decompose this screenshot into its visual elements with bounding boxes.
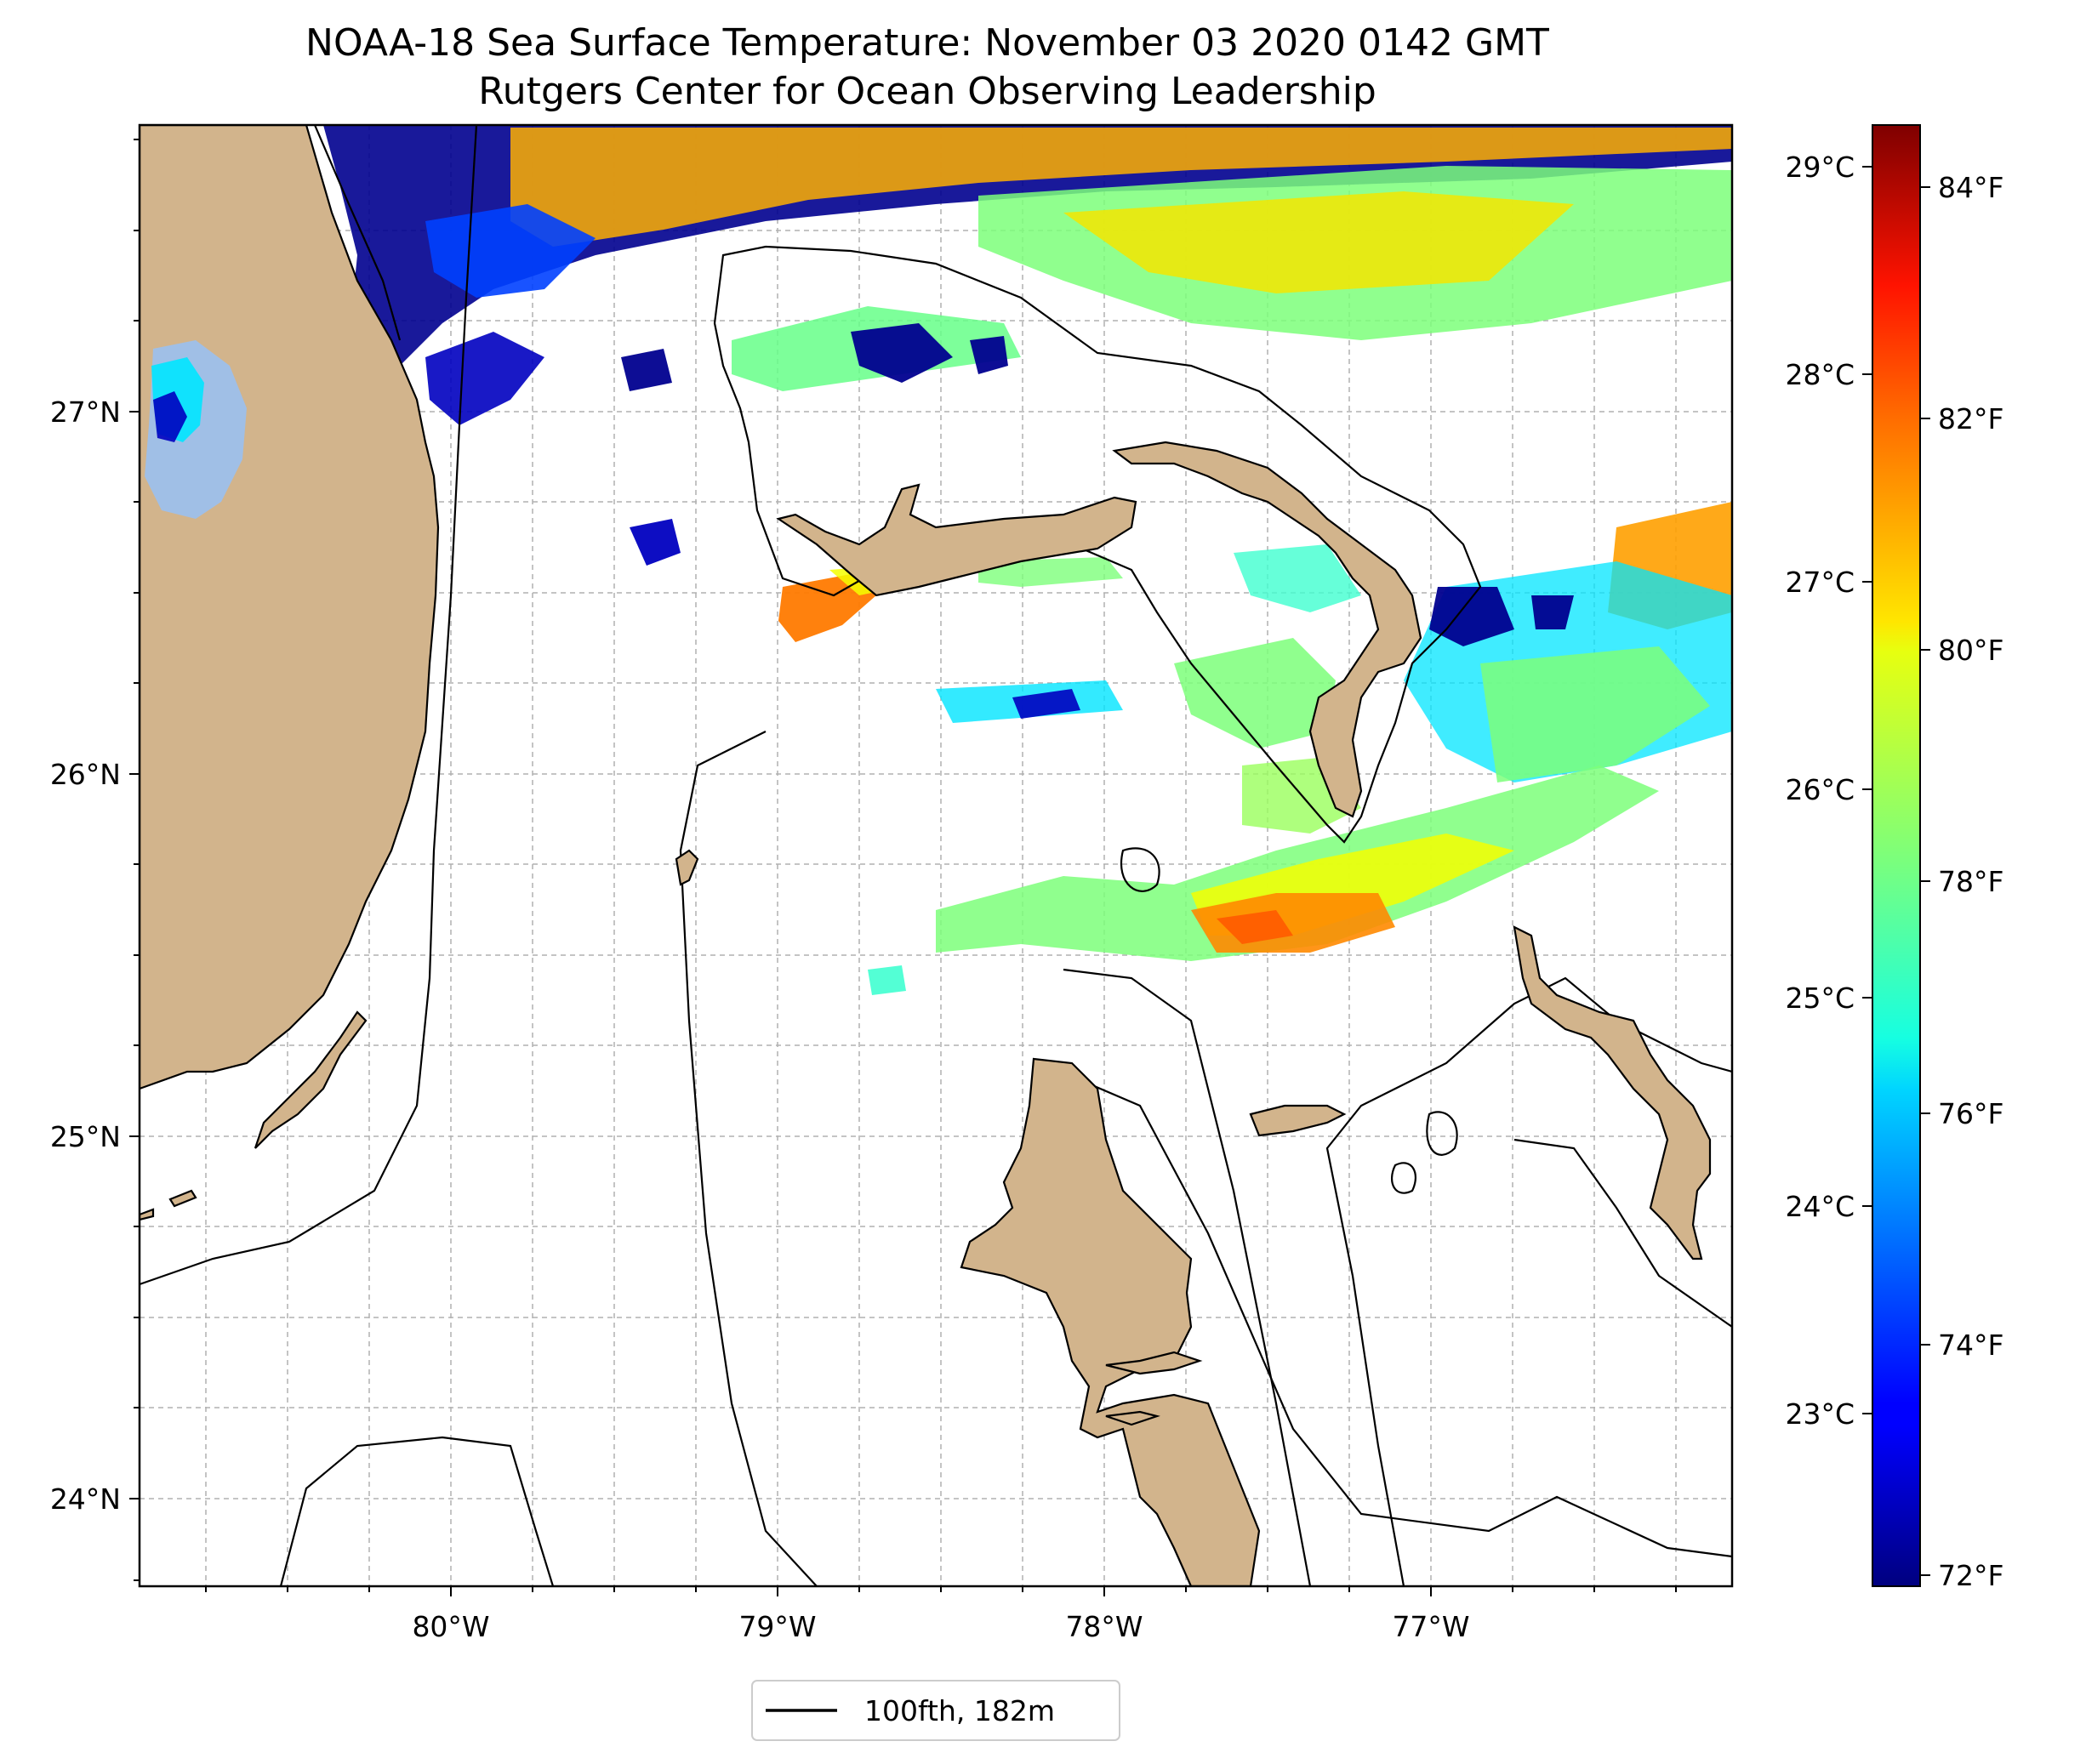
lon-label-79w: 79°W xyxy=(738,1610,816,1643)
sst-patch-south-red xyxy=(1217,910,1293,944)
contour-small-loop xyxy=(1426,1111,1458,1156)
lon-ticks xyxy=(205,1586,1677,1596)
coast-offshore-line xyxy=(313,125,402,341)
contour-exuma xyxy=(1513,1138,1732,1328)
celsius-tick-29: 29°C xyxy=(1785,151,1855,184)
eleuthera xyxy=(1513,925,1712,1260)
contour-great-bahama-bank-east xyxy=(1063,968,1312,1586)
new-providence xyxy=(1249,1104,1347,1137)
legend: 100fth, 182m xyxy=(751,1680,1120,1741)
contour-great-bahama-bank-west xyxy=(679,731,818,1586)
fahrenheit-tick-76: 76°F xyxy=(1938,1097,2003,1130)
lat-label-27n: 27°N xyxy=(50,395,121,429)
map-frame xyxy=(138,123,1734,1588)
lat-ticks xyxy=(129,139,140,1581)
sst-patch-blue-mid xyxy=(630,519,681,566)
celsius-tick-24: 24°C xyxy=(1785,1190,1855,1223)
lake-sst-blue xyxy=(153,391,187,442)
map-panel: 27°N 26°N 25°N 24°N 80°W 79°W 78°W 77°W xyxy=(50,123,1734,1643)
contour-bimini-loop xyxy=(1120,847,1160,892)
colorbar-celsius-ticks xyxy=(1862,166,1872,1414)
celsius-tick-26: 26°C xyxy=(1785,773,1855,806)
lon-label-80w: 80°W xyxy=(412,1610,489,1643)
great-abaco xyxy=(1112,441,1422,818)
andros-island xyxy=(960,1057,1261,1586)
fahrenheit-tick-82: 82°F xyxy=(1938,402,2003,435)
grand-bahama xyxy=(776,483,1137,597)
celsius-tick-27: 27°C xyxy=(1785,566,1855,599)
sst-patch-abaco-cyan xyxy=(1234,544,1361,612)
contour-florida-keys xyxy=(279,1436,555,1586)
florida-keys xyxy=(254,1010,368,1149)
legend-box xyxy=(751,1680,1120,1741)
legend-entry-label: 100fth, 182m xyxy=(864,1694,1055,1727)
colorbar: 29°C 28°C 27°C 26°C 25°C 24°C 23°C 84°F … xyxy=(1785,124,2003,1592)
sst-patch-east-navy xyxy=(1429,587,1574,646)
bathymetry-contours xyxy=(140,125,1732,1586)
contour-little-bahama-bank xyxy=(713,245,1482,844)
lon-label-78w: 78°W xyxy=(1065,1610,1143,1643)
fahrenheit-tick-74: 74°F xyxy=(1938,1329,2003,1362)
lon-label-77w: 77°W xyxy=(1392,1610,1469,1643)
fahrenheit-tick-72: 72°F xyxy=(1938,1559,2003,1592)
sst-patch-north-yellow xyxy=(1063,191,1574,293)
celsius-tick-28: 28°C xyxy=(1785,358,1855,391)
contour-andros-east xyxy=(1080,1078,1732,1558)
lat-label-25n: 25°N xyxy=(50,1120,121,1153)
contour-florida-east xyxy=(140,125,478,1286)
colorbar-fahrenheit-ticks xyxy=(1920,186,1930,1576)
sst-data-layer xyxy=(323,125,1732,995)
lat-label-24n: 24°N xyxy=(50,1482,121,1516)
sst-patch-east-green xyxy=(1480,646,1710,782)
sst-patch-south-cyan xyxy=(868,965,906,995)
lat-label-26n: 26°N xyxy=(50,758,121,791)
small-key-west xyxy=(140,1189,197,1221)
contour-tongue-of-ocean xyxy=(1325,976,1732,1586)
sst-patch-mid-navy xyxy=(1012,689,1080,719)
fahrenheit-tick-78: 78°F xyxy=(1938,865,2003,898)
colorbar-gradient xyxy=(1872,124,1921,1587)
chart-title: NOAA-18 Sea Surface Temperature: Novembe… xyxy=(305,21,1549,65)
fahrenheit-tick-80: 80°F xyxy=(1938,634,2003,667)
chart-subtitle: Rutgers Center for Ocean Observing Leade… xyxy=(478,70,1376,113)
sst-patch-green-strip xyxy=(978,557,1123,587)
sst-patch-navy-spots xyxy=(621,323,1008,391)
contour-small-loop2 xyxy=(1391,1162,1416,1194)
sst-patch-abaco-green xyxy=(1174,638,1336,748)
bimini-islands xyxy=(675,849,699,886)
sst-patch-south-green xyxy=(936,765,1659,961)
sst-patch-north-warm xyxy=(510,128,1732,247)
sst-patch-orange-tongue xyxy=(778,574,876,642)
celsius-tick-25: 25°C xyxy=(1785,982,1855,1015)
celsius-tick-23: 23°C xyxy=(1785,1397,1855,1431)
fahrenheit-tick-84: 84°F xyxy=(1938,171,2003,204)
sst-patch-nw-blue xyxy=(425,332,544,425)
berry-islands xyxy=(1105,1351,1203,1426)
